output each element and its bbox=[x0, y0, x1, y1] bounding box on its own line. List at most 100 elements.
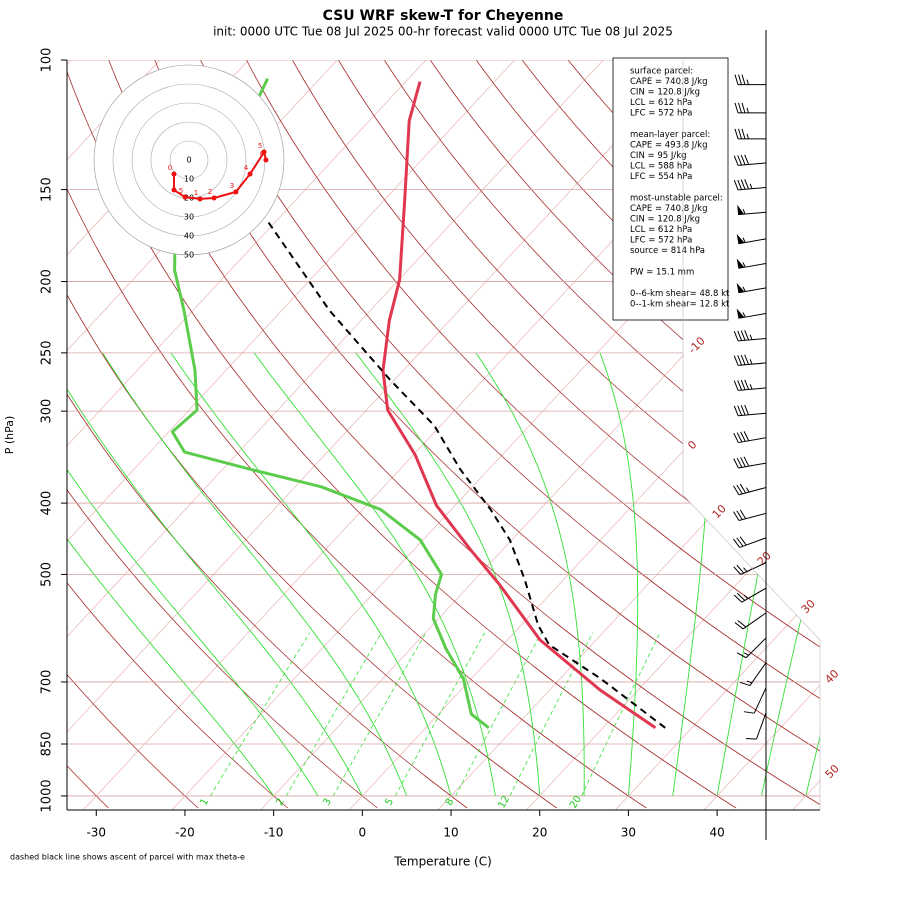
moist-adiabat bbox=[102, 352, 408, 797]
info-text: surface parcel: bbox=[630, 67, 693, 77]
barb-staff bbox=[738, 512, 767, 522]
barb-full bbox=[738, 128, 742, 140]
hodograph-ring bbox=[169, 140, 209, 180]
hodograph-point-label: 3 bbox=[230, 182, 234, 190]
hodograph-ring bbox=[131, 102, 247, 218]
y-tick-label: 850 bbox=[40, 732, 55, 757]
barb-flag bbox=[736, 282, 745, 293]
barb-full bbox=[736, 457, 743, 468]
barb-half bbox=[749, 384, 753, 390]
plot-foreground: 1 2 3 5 8 12 201001502002503004005007008501000… bbox=[40, 48, 842, 840]
hodograph-point-label: 4 bbox=[244, 164, 249, 172]
barb-full bbox=[733, 405, 739, 416]
barb-full bbox=[737, 179, 743, 190]
hodograph-point bbox=[233, 189, 239, 195]
x-tick-label: -30 bbox=[86, 826, 106, 840]
moist-adiabat bbox=[355, 352, 541, 796]
barb-half bbox=[742, 209, 746, 215]
dry-adiabat bbox=[246, 60, 820, 809]
barb-half bbox=[745, 487, 750, 493]
barb-full bbox=[734, 102, 739, 114]
barb-staff bbox=[739, 537, 767, 548]
wind-barb bbox=[733, 431, 767, 444]
barb-full bbox=[740, 457, 746, 467]
barb-flag bbox=[736, 233, 745, 244]
barb-staff bbox=[738, 462, 767, 469]
barb-full bbox=[739, 483, 747, 494]
y-tick-label: 700 bbox=[40, 670, 55, 695]
barb-full bbox=[739, 509, 747, 519]
y-tick-label: 300 bbox=[40, 399, 55, 424]
hodograph-ring bbox=[93, 64, 285, 256]
info-text: most-unstable parcel: bbox=[630, 194, 723, 204]
info-text: CIN = 120.8 J/kg bbox=[630, 215, 700, 225]
wind-barb bbox=[734, 128, 766, 140]
hodograph-point-label: 5 bbox=[179, 187, 183, 195]
wind-barb bbox=[733, 330, 767, 342]
wind-barb bbox=[736, 637, 767, 659]
dry-adiabat bbox=[475, 60, 820, 809]
moist-adiabat bbox=[67, 352, 275, 797]
isotherm bbox=[67, 60, 515, 810]
mixing-ratio-label: 8 bbox=[444, 797, 457, 808]
barb-full bbox=[743, 456, 750, 467]
wind-barb bbox=[736, 258, 767, 269]
barb-staff bbox=[745, 637, 767, 659]
barb-full bbox=[736, 537, 744, 547]
x-tick-label: -10 bbox=[264, 826, 284, 840]
barb-half bbox=[746, 107, 749, 114]
mixing-ratio-line bbox=[455, 632, 542, 797]
isotherm bbox=[67, 60, 604, 810]
info-text: CIN = 120.8 J/kg bbox=[630, 88, 700, 98]
barb-full bbox=[733, 458, 739, 469]
wind-barb bbox=[736, 233, 767, 245]
barb-half bbox=[742, 312, 746, 318]
hodograph-point bbox=[261, 149, 267, 155]
wind-barb bbox=[736, 308, 767, 319]
isotherm bbox=[67, 60, 427, 810]
barb-full bbox=[733, 485, 740, 496]
info-text: 0--1-km shear= 12.8 kt bbox=[630, 300, 730, 310]
barb-full bbox=[736, 432, 743, 443]
barb-full bbox=[736, 652, 747, 659]
info-text: PW = 15.1 mm bbox=[630, 268, 694, 278]
isotherm bbox=[615, 60, 820, 810]
moist-adiabat bbox=[805, 352, 820, 797]
hodograph-point-label: 0 bbox=[168, 164, 172, 172]
info-text: CIN = 95 J/kg bbox=[630, 151, 687, 161]
barb-staff bbox=[742, 612, 767, 630]
wind-barb bbox=[733, 536, 767, 548]
barb-staff bbox=[738, 437, 767, 444]
info-text: CAPE = 493.8 J/kg bbox=[630, 141, 708, 151]
barb-full bbox=[733, 594, 743, 603]
barb-full bbox=[737, 620, 747, 628]
barb-half bbox=[743, 652, 749, 656]
barb-full bbox=[739, 536, 747, 546]
mixing-ratio-line bbox=[395, 632, 486, 797]
profile-line bbox=[267, 221, 666, 729]
wind-barb bbox=[745, 712, 767, 740]
profile-line bbox=[381, 81, 657, 730]
y-tick-label: 250 bbox=[40, 340, 55, 365]
moist-adiabat bbox=[170, 352, 452, 797]
x-tick-label: 0 bbox=[359, 826, 367, 840]
wind-barb bbox=[733, 379, 767, 391]
hodograph-point bbox=[247, 171, 253, 177]
barb-full bbox=[737, 155, 743, 166]
barb-half bbox=[742, 237, 746, 243]
barb-half bbox=[749, 183, 753, 189]
barb-full bbox=[733, 511, 740, 521]
barb-full bbox=[741, 74, 746, 85]
wind-barb bbox=[734, 74, 766, 86]
wind-barb bbox=[736, 282, 767, 294]
barb-full bbox=[743, 711, 755, 714]
barb-staff bbox=[755, 712, 767, 740]
barb-half bbox=[746, 79, 749, 85]
dry-adiabat bbox=[67, 60, 378, 809]
barb-half bbox=[749, 334, 753, 340]
barb-full bbox=[740, 330, 746, 341]
wind-barb bbox=[733, 562, 767, 575]
